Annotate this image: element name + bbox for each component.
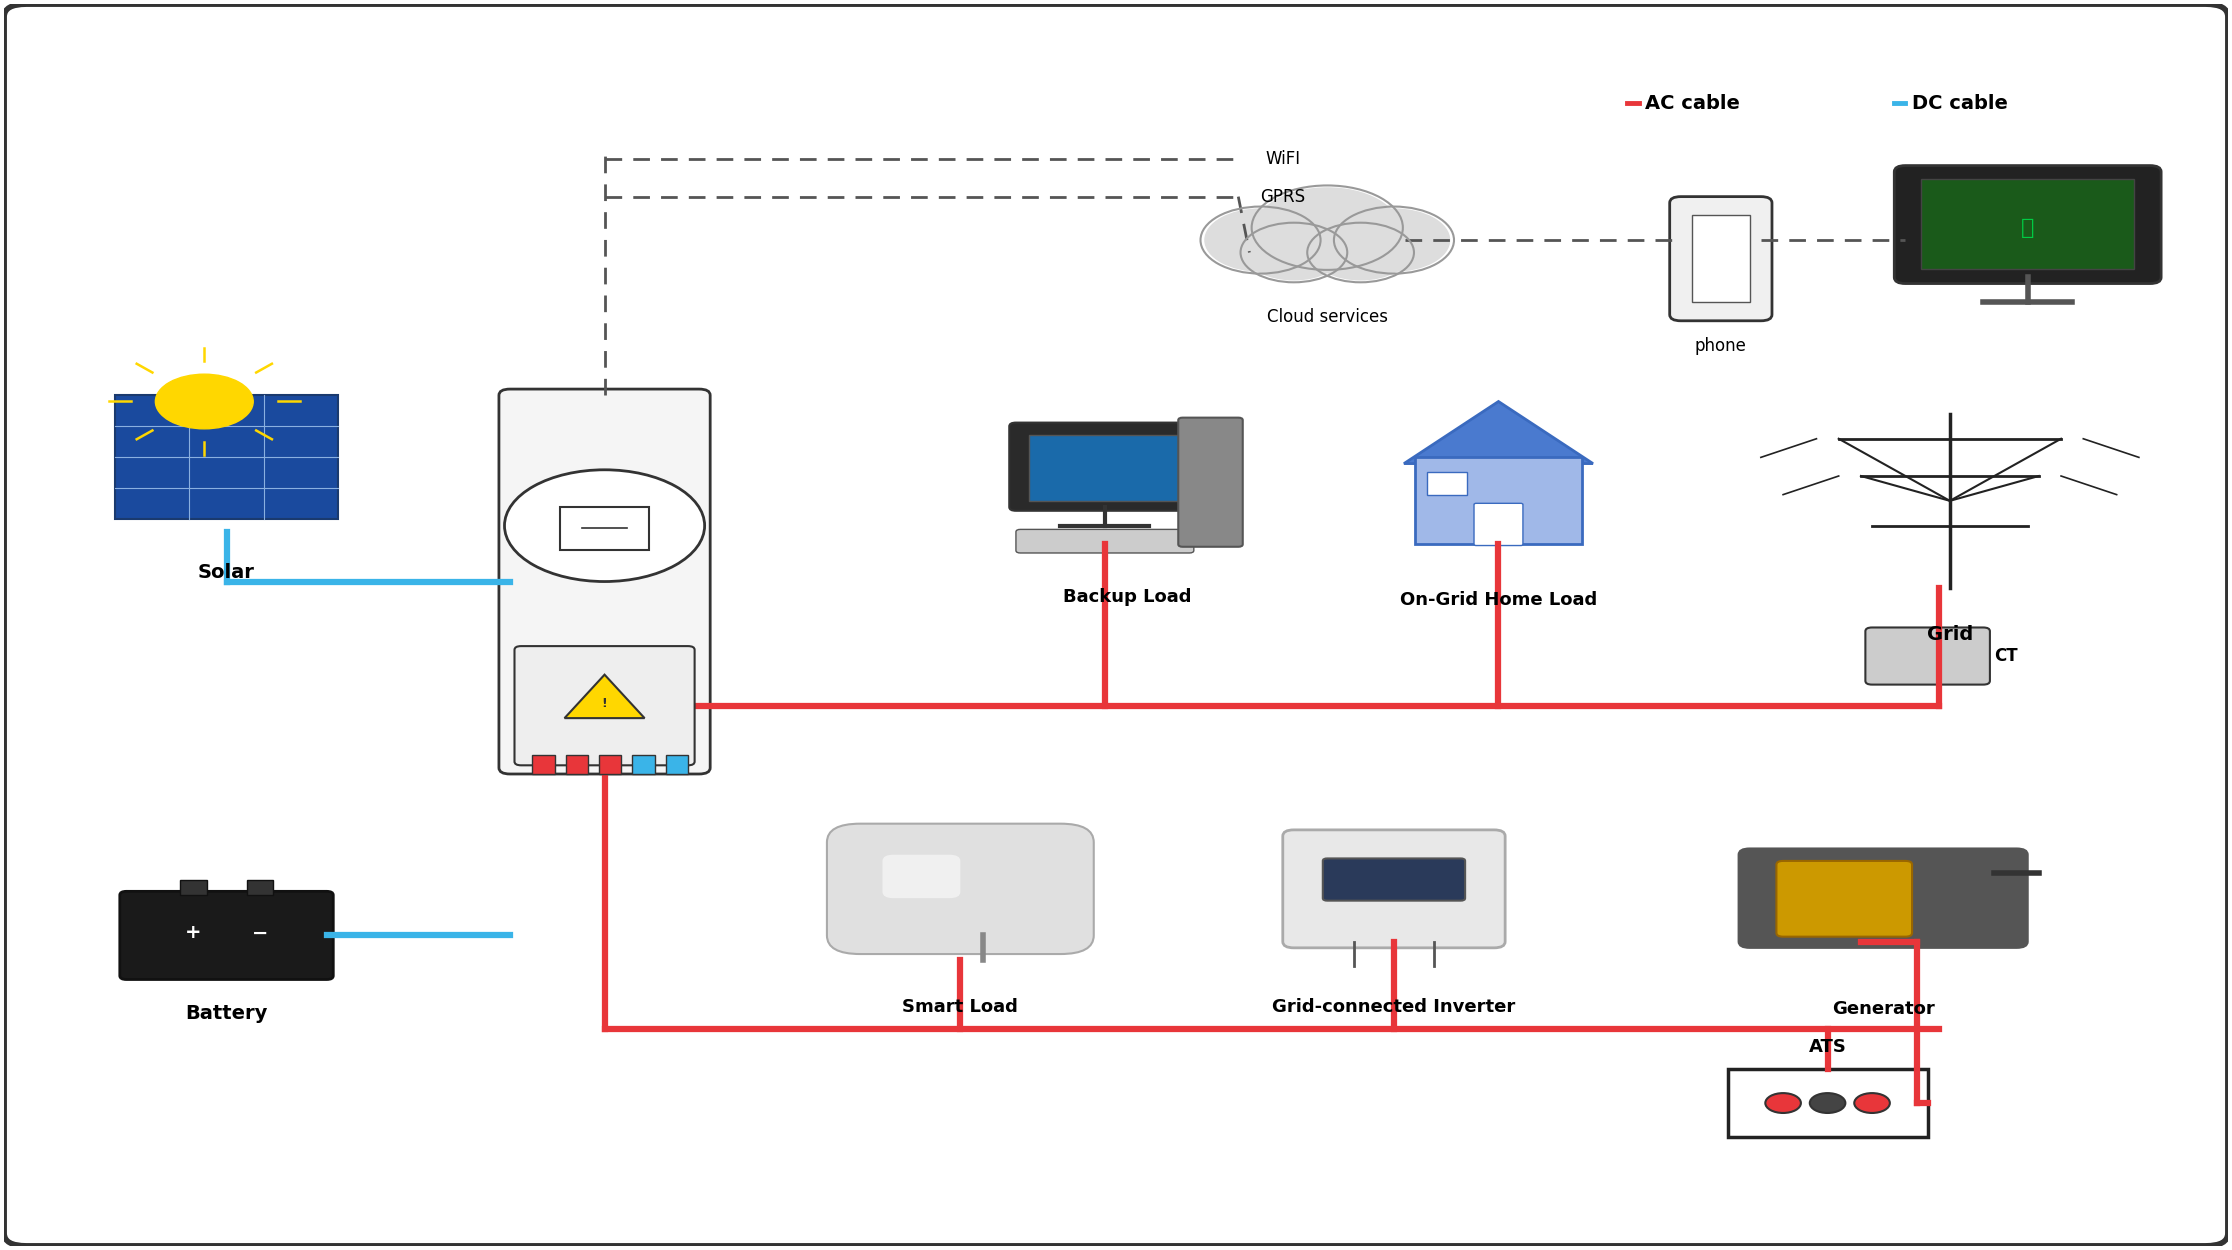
Text: Battery: Battery (185, 1004, 268, 1022)
FancyBboxPatch shape (116, 395, 337, 520)
Text: ATS: ATS (1808, 1038, 1846, 1056)
Text: −: − (252, 924, 268, 942)
Text: phone: phone (1694, 338, 1748, 355)
Text: Cloud services: Cloud services (1268, 309, 1388, 326)
FancyBboxPatch shape (246, 880, 272, 895)
FancyBboxPatch shape (1016, 530, 1194, 552)
FancyBboxPatch shape (1009, 422, 1201, 511)
FancyBboxPatch shape (1895, 165, 2161, 284)
Circle shape (1205, 209, 1317, 271)
FancyBboxPatch shape (500, 389, 710, 774)
Text: On-Grid Home Load: On-Grid Home Load (1399, 591, 1598, 610)
Text: Smart Load: Smart Load (902, 998, 1018, 1015)
Text: Solar: Solar (199, 562, 254, 582)
Text: 🌍: 🌍 (2020, 217, 2033, 238)
FancyBboxPatch shape (560, 508, 650, 550)
FancyBboxPatch shape (1029, 435, 1181, 501)
FancyBboxPatch shape (882, 855, 960, 899)
Circle shape (1312, 225, 1411, 280)
Text: +: + (185, 924, 201, 942)
FancyBboxPatch shape (1692, 215, 1750, 302)
Text: GPRS: GPRS (1261, 188, 1306, 205)
Circle shape (1245, 225, 1344, 280)
Polygon shape (1404, 401, 1594, 464)
Text: !: ! (603, 696, 607, 710)
FancyBboxPatch shape (632, 755, 654, 774)
FancyBboxPatch shape (1426, 472, 1466, 495)
FancyBboxPatch shape (665, 755, 687, 774)
Text: DC cable: DC cable (1913, 94, 2009, 112)
Circle shape (504, 470, 705, 581)
Circle shape (1766, 1092, 1801, 1112)
FancyBboxPatch shape (1415, 458, 1582, 544)
FancyBboxPatch shape (1866, 628, 1991, 685)
FancyBboxPatch shape (1473, 504, 1522, 545)
FancyBboxPatch shape (516, 646, 694, 765)
FancyBboxPatch shape (1739, 849, 2027, 948)
FancyBboxPatch shape (598, 755, 620, 774)
FancyBboxPatch shape (1670, 196, 1772, 321)
FancyBboxPatch shape (531, 755, 554, 774)
Circle shape (1855, 1092, 1891, 1112)
Text: AC cable: AC cable (1645, 94, 1741, 112)
Text: Grid-connected Inverter: Grid-connected Inverter (1272, 998, 1516, 1015)
Circle shape (1257, 188, 1399, 268)
Text: Backup Load: Backup Load (1062, 588, 1192, 606)
FancyBboxPatch shape (181, 880, 208, 895)
FancyBboxPatch shape (1922, 179, 2134, 269)
Text: CT: CT (1995, 648, 2018, 665)
Circle shape (156, 374, 252, 429)
FancyBboxPatch shape (565, 755, 587, 774)
Polygon shape (565, 675, 645, 717)
Text: Generator: Generator (1832, 1000, 1935, 1017)
Text: WiFI: WiFI (1266, 150, 1301, 169)
FancyBboxPatch shape (1324, 859, 1464, 901)
Text: Grid: Grid (1926, 625, 1973, 644)
FancyBboxPatch shape (1283, 830, 1504, 948)
Circle shape (1810, 1092, 1846, 1112)
FancyBboxPatch shape (826, 824, 1094, 954)
FancyBboxPatch shape (121, 891, 333, 980)
FancyBboxPatch shape (1178, 418, 1243, 546)
FancyBboxPatch shape (1777, 861, 1913, 936)
FancyBboxPatch shape (1728, 1069, 1928, 1138)
Circle shape (1339, 209, 1449, 271)
